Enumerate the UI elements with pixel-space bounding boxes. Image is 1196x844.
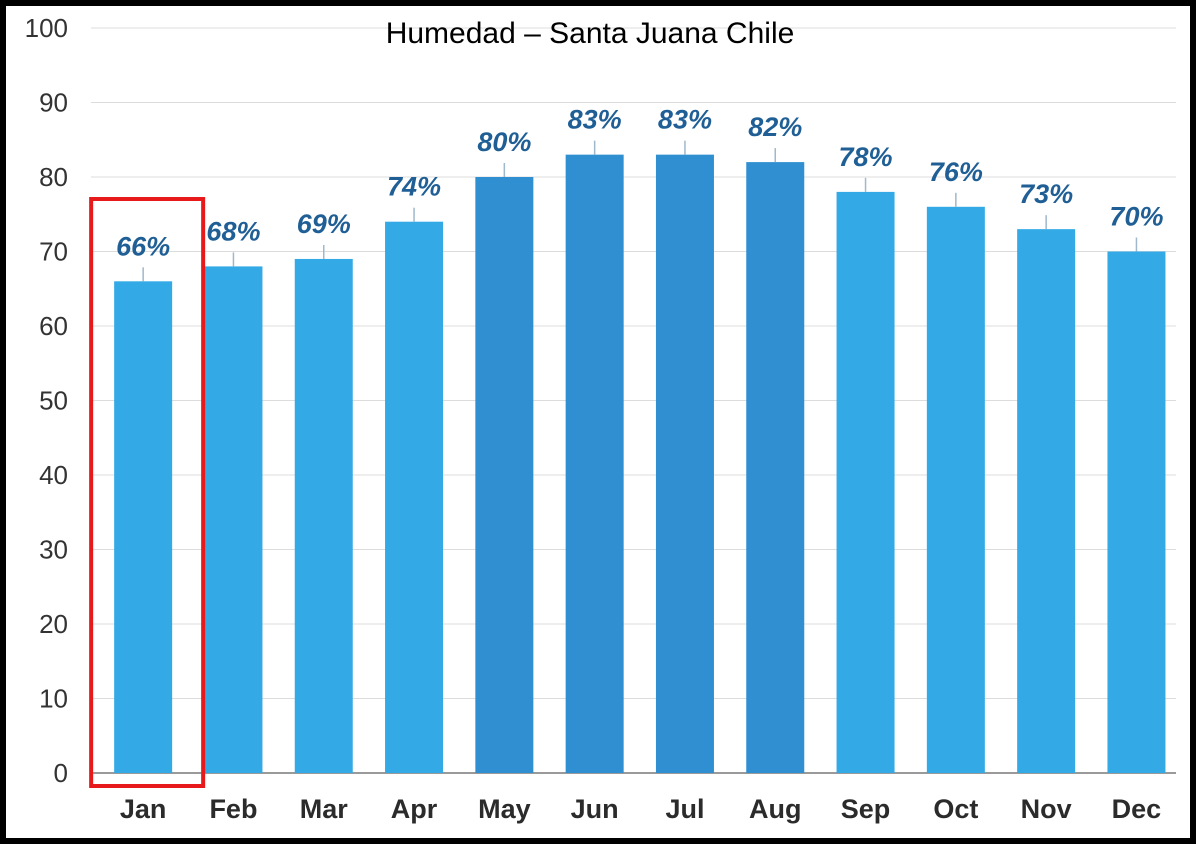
y-tick-label: 20	[39, 609, 68, 639]
data-label-may: 80%	[477, 127, 531, 157]
category-label-apr: Apr	[391, 794, 438, 824]
category-label-aug: Aug	[749, 794, 801, 824]
bar-feb	[204, 266, 263, 773]
bar-may	[475, 177, 534, 773]
category-label-jul: Jul	[665, 794, 704, 824]
data-label-jul: 83%	[658, 105, 712, 135]
x-axis-categories: Jan Feb Mar Apr May Jun Jul Aug Sep Oct Nov Dec	[120, 794, 1161, 824]
y-axis-ticks: 0 10 20 30 40 50 60 70 80 90 100	[25, 13, 68, 788]
category-label-sep: Sep	[841, 794, 891, 824]
data-label-aug: 82%	[748, 112, 802, 142]
category-label-jun: Jun	[571, 794, 619, 824]
bar-nov	[1017, 229, 1076, 773]
category-label-may: May	[478, 794, 531, 824]
y-tick-label: 90	[39, 88, 68, 118]
bar-jan	[114, 281, 173, 773]
data-label-sep: 78%	[839, 142, 893, 172]
category-label-jan: Jan	[120, 794, 167, 824]
category-label-oct: Oct	[933, 794, 978, 824]
data-label-nov: 73%	[1019, 179, 1073, 209]
bar-jul	[655, 154, 714, 773]
y-tick-label: 10	[39, 684, 68, 714]
y-tick-label: 100	[25, 13, 68, 43]
y-tick-label: 80	[39, 162, 68, 192]
bar-oct	[926, 206, 985, 774]
gridlines	[91, 27, 1176, 774]
bar-mar	[294, 258, 353, 773]
data-label-apr: 74%	[387, 172, 441, 202]
y-tick-label: 50	[39, 386, 68, 416]
humidity-bar-chart: 0 10 20 30 40 50 60 70 80 90 100 66% 68% 69% 74% 80% 83…	[25, 13, 1176, 824]
data-label-jan: 66%	[116, 231, 170, 261]
category-label-feb: Feb	[209, 794, 257, 824]
y-tick-label: 0	[54, 758, 68, 788]
bar-jun	[565, 154, 624, 773]
chart-frame: 0 10 20 30 40 50 60 70 80 90 100 66% 68% 69% 74% 80% 83…	[6, 6, 1190, 838]
data-label-jun: 83%	[568, 105, 622, 135]
y-tick-label: 70	[39, 237, 68, 267]
category-label-mar: Mar	[300, 794, 349, 824]
y-tick-label: 30	[39, 535, 68, 565]
category-label-dec: Dec	[1112, 794, 1162, 824]
bar-dec	[1107, 251, 1166, 773]
bar-aug	[746, 162, 805, 774]
bars	[114, 140, 1166, 774]
bar-sep	[836, 191, 895, 773]
data-label-feb: 68%	[206, 216, 260, 246]
y-tick-label: 60	[39, 311, 68, 341]
y-tick-label: 40	[39, 460, 68, 490]
data-label-oct: 76%	[929, 157, 983, 187]
bar-apr	[385, 221, 444, 773]
data-labels: 66% 68% 69% 74% 80% 83% 83% 82% 78% 76% 73% 70%	[116, 105, 1163, 262]
highlight-box	[89, 197, 206, 788]
chart-title: Humedad – Santa Juana Chile	[386, 17, 795, 50]
category-label-nov: Nov	[1021, 794, 1072, 824]
data-label-mar: 69%	[297, 209, 351, 239]
data-label-dec: 70%	[1109, 202, 1163, 232]
